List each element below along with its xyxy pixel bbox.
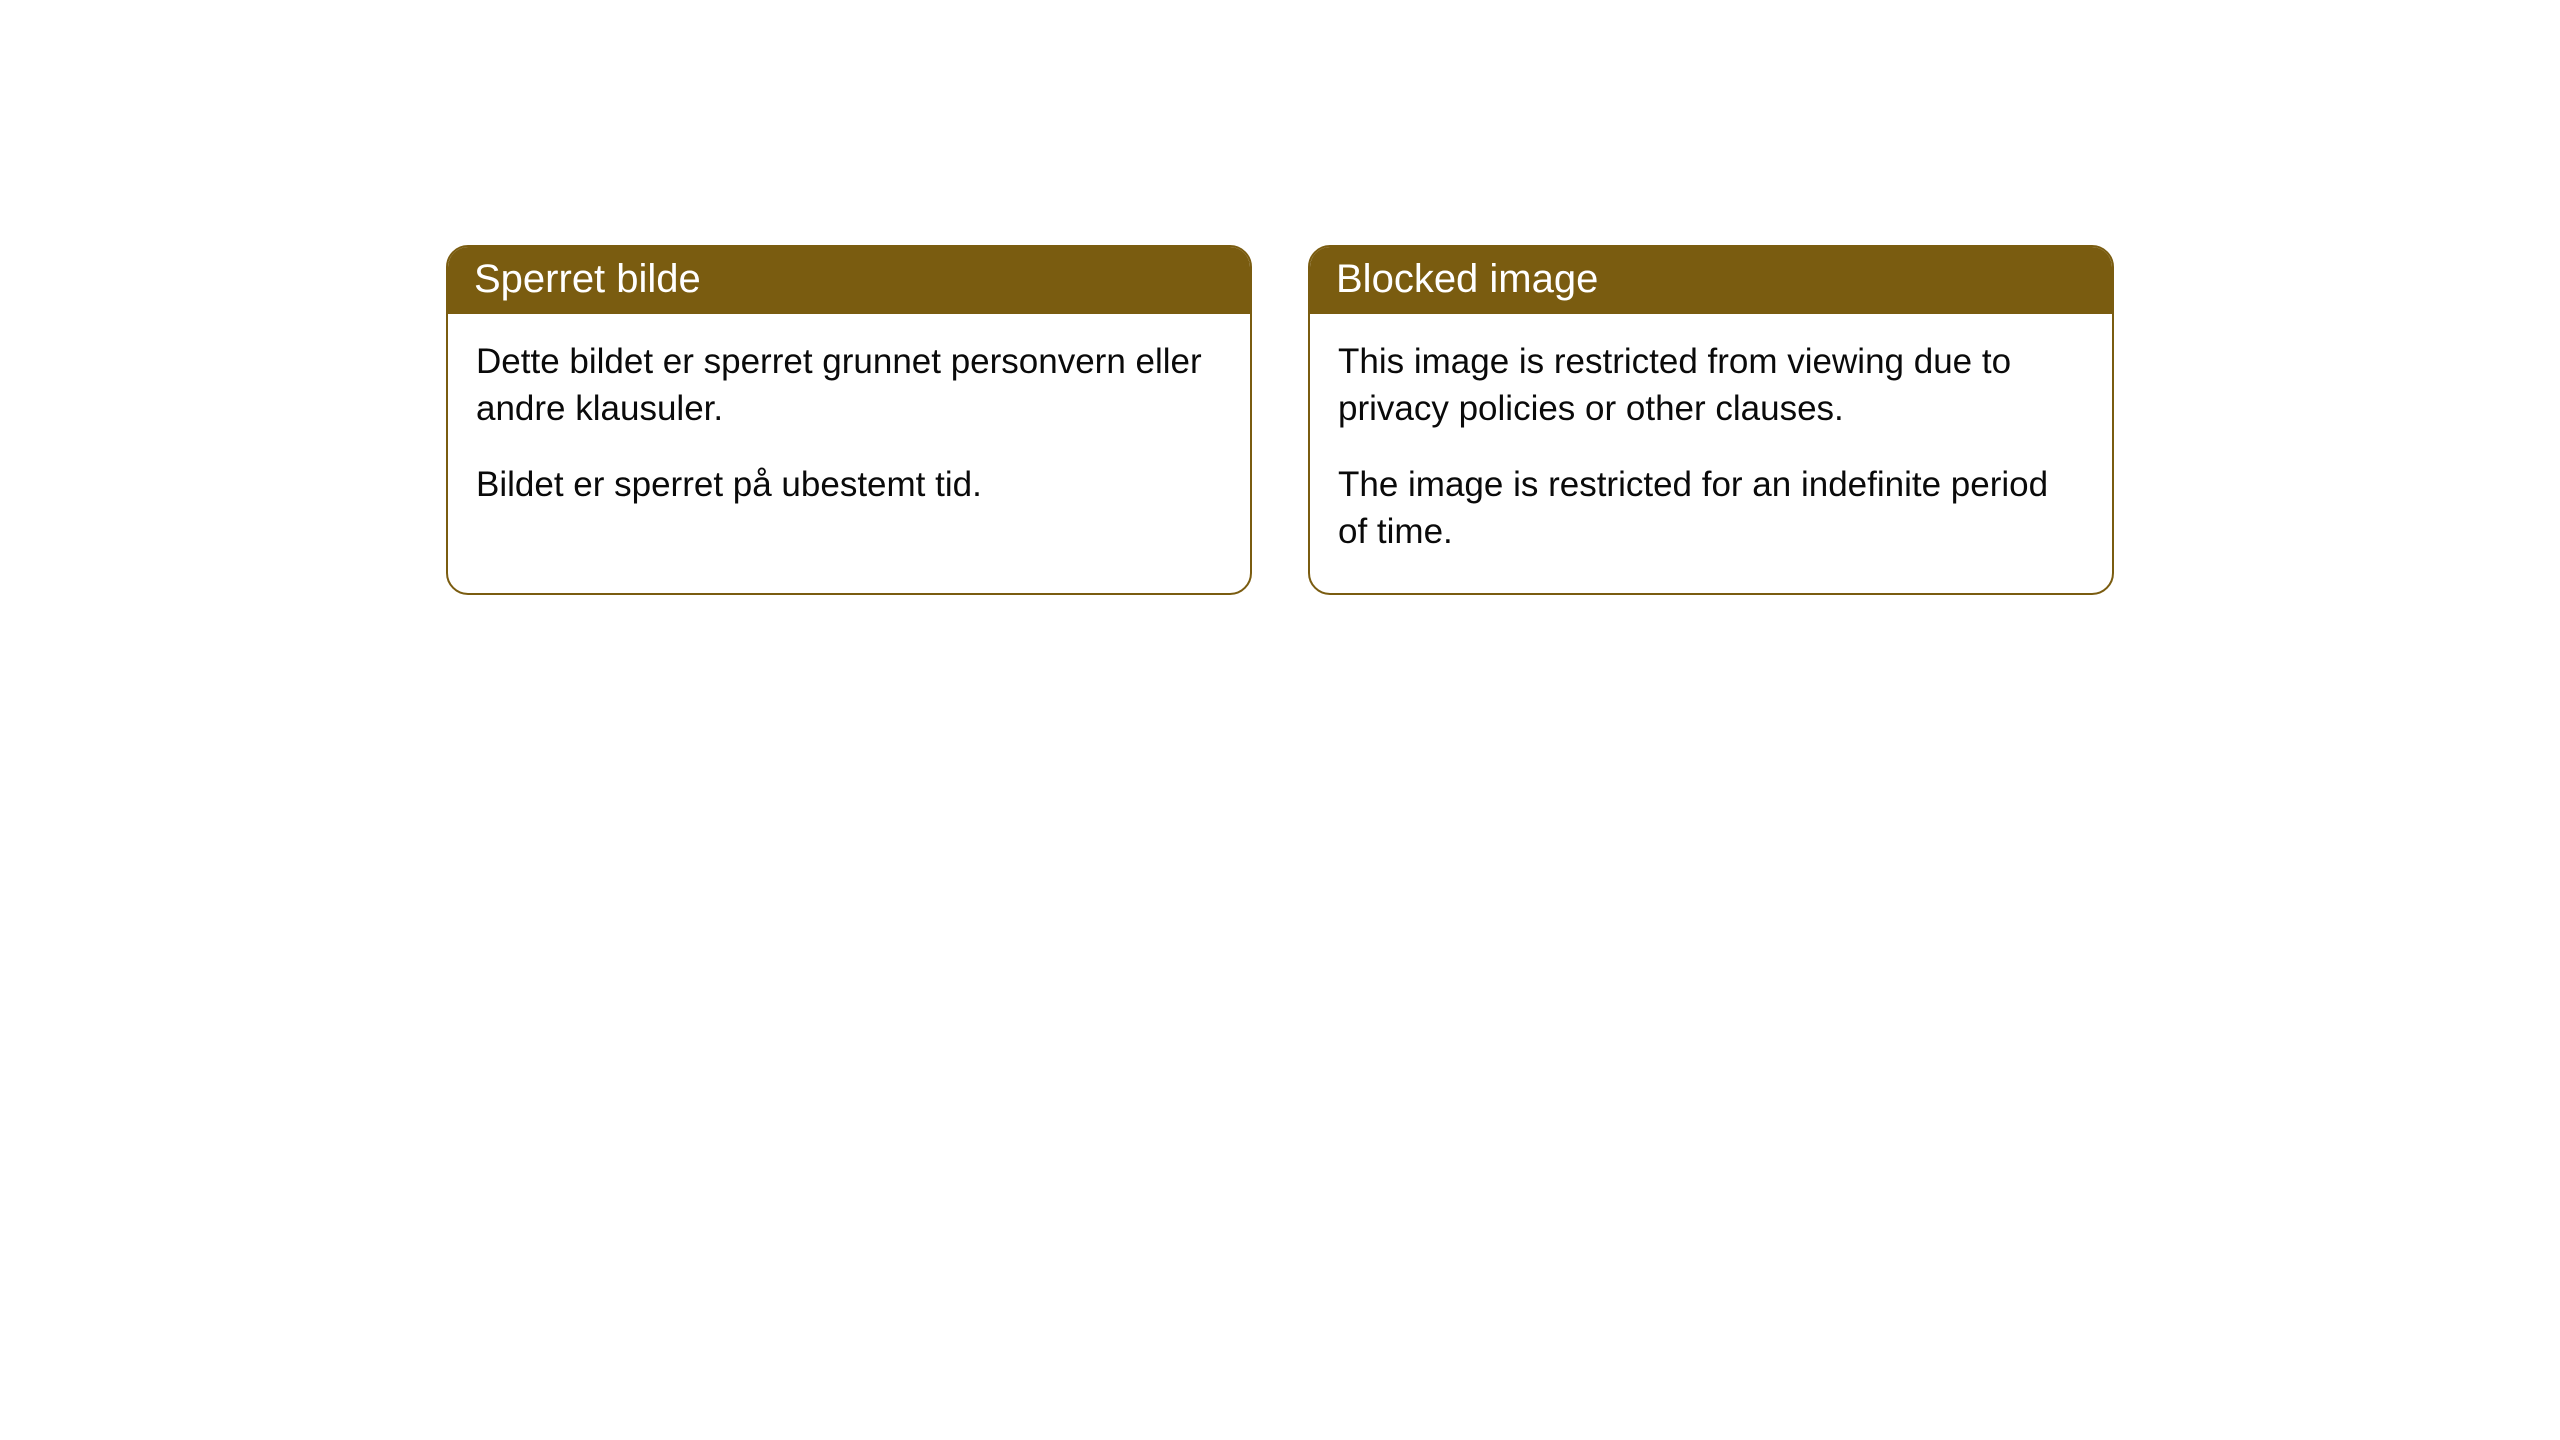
card-title: Blocked image: [1336, 257, 1598, 301]
card-title: Sperret bilde: [474, 257, 701, 301]
blocked-image-cards: Sperret bilde Dette bildet er sperret gr…: [446, 245, 2114, 595]
card-paragraph: This image is restricted from viewing du…: [1338, 338, 2084, 433]
card-paragraph: Dette bildet er sperret grunnet personve…: [476, 338, 1222, 433]
card-paragraph: Bildet er sperret på ubestemt tid.: [476, 461, 1222, 508]
card-header: Blocked image: [1310, 247, 2112, 314]
blocked-image-card-norwegian: Sperret bilde Dette bildet er sperret gr…: [446, 245, 1252, 595]
blocked-image-card-english: Blocked image This image is restricted f…: [1308, 245, 2114, 595]
card-paragraph: The image is restricted for an indefinit…: [1338, 461, 2084, 556]
card-body: Dette bildet er sperret grunnet personve…: [448, 314, 1250, 546]
card-header: Sperret bilde: [448, 247, 1250, 314]
card-body: This image is restricted from viewing du…: [1310, 314, 2112, 593]
